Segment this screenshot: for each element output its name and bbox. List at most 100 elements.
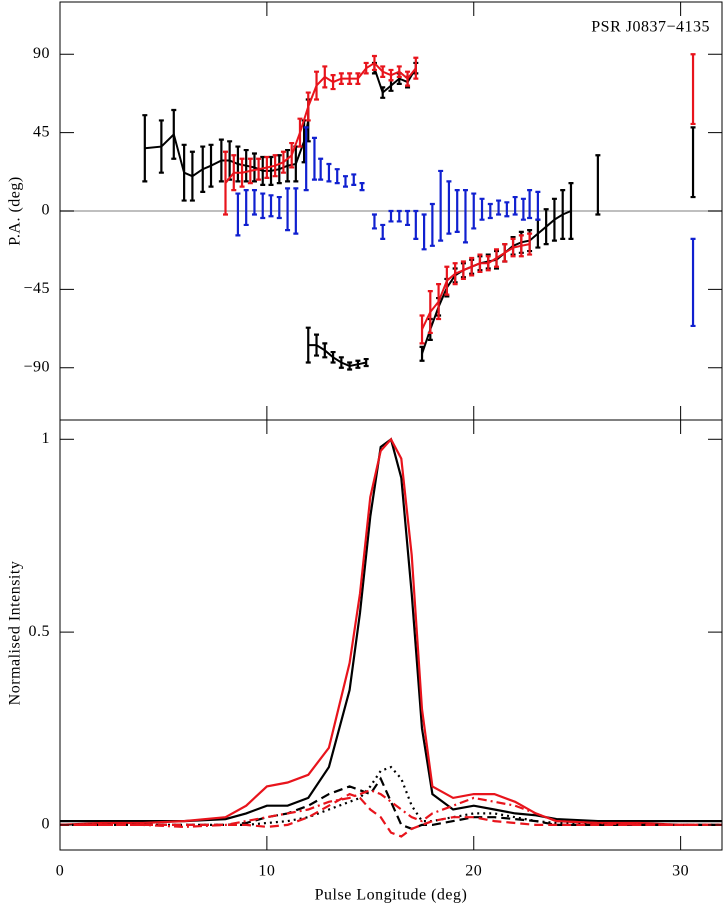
error-bar: [355, 72, 361, 85]
error-bar: [535, 190, 541, 221]
series-line: [60, 437, 722, 823]
error-bar: [504, 201, 510, 218]
y-tick-label: 0: [42, 202, 51, 219]
error-bar: [322, 342, 328, 359]
error-bar: [171, 108, 177, 160]
error-bar: [485, 255, 491, 272]
error-bar: [305, 326, 311, 364]
error-bar: [380, 223, 386, 240]
error-bar: [351, 173, 357, 186]
error-bar: [297, 117, 303, 148]
error-bar: [496, 199, 502, 216]
error-bar: [272, 154, 278, 178]
error-bar: [322, 65, 328, 89]
error-bar: [452, 262, 458, 286]
error-bar: [454, 189, 460, 233]
error-bar: [436, 283, 442, 321]
error-bar: [419, 314, 425, 345]
error-bar: [227, 140, 233, 181]
x-tick-label: 20: [465, 863, 482, 880]
error-bar: [247, 157, 253, 185]
error-bar: [444, 265, 450, 296]
error-bar: [510, 237, 516, 258]
error-bar: [260, 192, 266, 220]
error-bar: [314, 333, 320, 357]
error-bar: [181, 143, 187, 202]
error-bar: [342, 175, 348, 188]
error-bar: [595, 154, 601, 216]
error-bar: [427, 290, 433, 335]
error-bar: [355, 359, 361, 369]
error-bar: [142, 114, 148, 183]
error-bar: [413, 56, 419, 80]
error-bar: [543, 208, 549, 246]
y-tick-label: −45: [23, 280, 50, 297]
error-bar: [311, 136, 317, 181]
error-bar: [189, 150, 195, 202]
error-bar: [243, 189, 249, 227]
error-bar: [690, 53, 696, 126]
error-bar: [494, 248, 500, 268]
series-line: [60, 789, 722, 829]
error-bar: [285, 148, 291, 183]
error-bar: [405, 209, 411, 227]
y-axis-label: Normalised Intensity: [7, 561, 24, 706]
error-bar: [413, 209, 419, 240]
error-bar: [479, 197, 485, 221]
error-bar: [469, 256, 475, 277]
series-line: [60, 765, 722, 826]
error-bar: [251, 189, 257, 216]
error-bar: [314, 70, 320, 101]
error-bar: [396, 65, 402, 78]
error-bar: [318, 157, 324, 181]
error-bar: [256, 157, 262, 181]
error-bar: [303, 126, 309, 192]
error-bar: [421, 213, 427, 251]
error-bar: [535, 218, 541, 249]
plot-area: [60, 437, 722, 838]
error-bar: [208, 143, 214, 188]
error-bar: [264, 155, 270, 180]
error-bar: [289, 141, 295, 169]
error-bar: [371, 213, 377, 230]
y-axis-label: P.A. (deg): [7, 176, 24, 245]
annotation: PSR J0837−4135: [591, 19, 710, 36]
error-bar: [396, 209, 402, 223]
x-tick-label: 30: [672, 863, 689, 880]
error-bar: [363, 61, 369, 75]
error-bar: [520, 197, 526, 221]
error-bar: [371, 54, 377, 72]
x-axis-label: Pulse Longitude (deg): [315, 887, 468, 904]
error-bar: [438, 169, 444, 242]
y-tick-label: −90: [23, 358, 50, 375]
error-bar: [285, 187, 291, 232]
error-bar: [200, 145, 206, 193]
error-bar: [388, 79, 394, 92]
y-tick-label: 0.5: [29, 623, 51, 640]
error-bar: [305, 91, 311, 122]
error-bar: [293, 187, 299, 235]
error-bar: [405, 70, 411, 87]
y-tick-label: 0: [42, 816, 51, 833]
error-bar: [235, 145, 241, 183]
error-bar: [380, 65, 386, 78]
error-bar: [527, 232, 533, 256]
error-bar: [446, 180, 452, 235]
plot-frame: [59, 419, 723, 851]
error-bar: [268, 194, 274, 218]
error-bar: [380, 86, 386, 99]
error-bar: [218, 138, 224, 183]
y-tick-label: 1: [42, 430, 51, 447]
error-bar: [363, 357, 369, 368]
y-tick-label: 90: [33, 45, 50, 62]
error-bar: [158, 119, 164, 174]
error-bar: [338, 72, 344, 85]
error-bar: [239, 157, 245, 188]
plot-area: [60, 53, 722, 371]
error-bar: [276, 195, 282, 220]
error-bar: [280, 150, 286, 174]
error-bar: [477, 253, 483, 274]
error-bar: [551, 197, 557, 242]
error-bar: [347, 361, 353, 371]
